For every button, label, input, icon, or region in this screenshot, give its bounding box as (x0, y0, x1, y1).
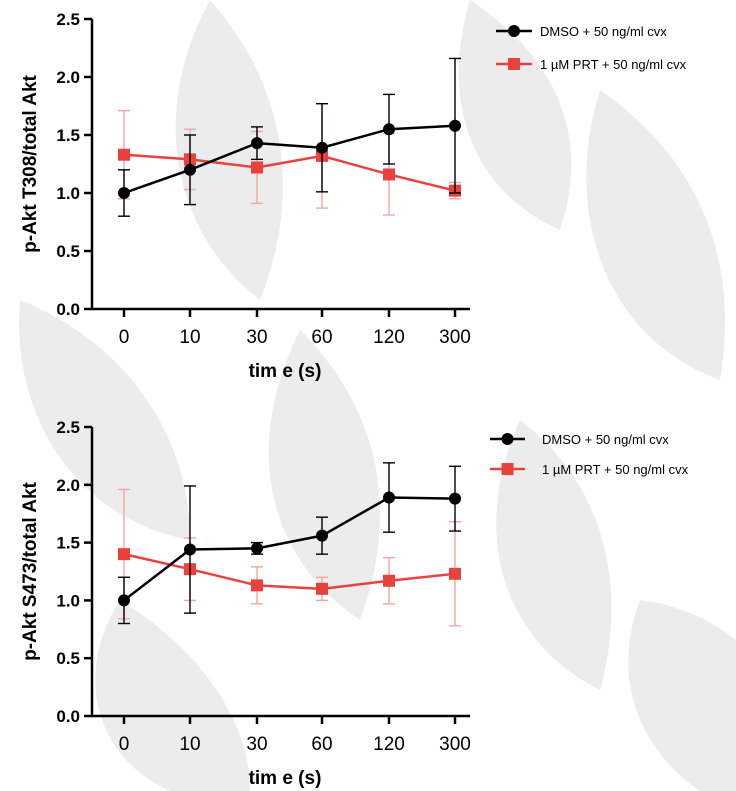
watermark-leaf (496, 420, 612, 690)
data-point-circle (184, 163, 196, 176)
data-point-square (118, 148, 130, 161)
series-dmso (118, 462, 461, 625)
data-point-square (316, 582, 328, 595)
legend-label: DMSO + 50 ng/ml cvx (540, 24, 667, 39)
x-tick-label: 120 (373, 327, 405, 348)
legend: DMSO + 50 ng/ml cvx 1 µM PRT + 50 ng/ml c… (496, 24, 687, 72)
y-axis-title: p-Akt S473/total Akt (20, 481, 41, 660)
y-tick-label: 2.5 (56, 418, 80, 437)
watermark-leaf (95, 600, 251, 791)
legend-label: 1 µM PRT + 50 ng/ml cvx (540, 57, 687, 72)
y-tick-label: 1.0 (56, 591, 80, 610)
x-tick-label: 0 (119, 734, 130, 755)
data-point-square (449, 567, 461, 580)
y-axis-title: p-Akt T308/total Akt (20, 74, 41, 252)
x-tick-label: 10 (179, 734, 200, 755)
data-point-circle (184, 543, 196, 556)
x-axis-title: tim e (s) (249, 768, 322, 789)
series-prt (118, 102, 461, 216)
series-dmso (118, 57, 461, 217)
watermark-leaf (175, 0, 283, 300)
watermark-leaf (458, 0, 572, 230)
data-point-square (383, 574, 395, 587)
x-tick-label: 10 (179, 327, 200, 348)
x-tick-label: 300 (439, 327, 471, 348)
data-point-square (383, 168, 395, 181)
legend-label: 1 µM PRT + 50 ng/ml cvx (542, 462, 689, 477)
y-tick-label: 1.5 (56, 126, 80, 145)
legend-marker-square (501, 463, 514, 475)
legend: DMSO + 50 ng/ml cvx 1 µM PRT + 50 ng/ml c… (490, 432, 689, 477)
x-axis-title: tim e (s) (249, 361, 322, 382)
legend-marker-circle (501, 433, 514, 445)
data-point-circle (449, 119, 461, 132)
legend-marker-circle (508, 25, 520, 37)
legend-marker-square (508, 58, 520, 70)
watermark-leaves (19, 0, 736, 791)
y-tick-label: 1.5 (56, 534, 80, 553)
x-tick-label: 60 (311, 327, 332, 348)
data-point-square (118, 548, 130, 561)
y-tick-label: 0.0 (56, 300, 80, 319)
y-tick-label: 0.0 (56, 707, 80, 726)
y-tick-label: 2.0 (56, 476, 80, 495)
y-tick-label: 1.0 (56, 184, 80, 203)
series-line (123, 124, 456, 195)
x-tick-label: 0 (119, 327, 130, 348)
data-point-circle (118, 594, 130, 607)
data-point-circle (449, 492, 461, 505)
data-point-square (251, 161, 263, 174)
y-tick-label: 2.0 (56, 68, 80, 87)
series-line (123, 496, 456, 602)
data-point-square (251, 579, 263, 592)
y-tick-label: 0.5 (56, 242, 80, 261)
x-tick-label: 30 (246, 327, 267, 348)
y-tick-label: 2.5 (56, 10, 80, 29)
watermark-leaf (586, 90, 725, 380)
legend-label: DMSO + 50 ng/ml cvx (542, 432, 669, 447)
series-line (123, 153, 456, 192)
data-point-circle (316, 529, 328, 542)
chart-panel-s473: 0.0 0.5 1.0 1.5 2.0 2.5 0 10 30 60 120 300 tim e (s)… (20, 418, 689, 789)
data-point-circle (383, 491, 395, 504)
watermark-leaf (19, 300, 191, 540)
x-tick-label: 120 (373, 734, 405, 755)
data-point-circle (251, 542, 263, 555)
data-point-circle (251, 137, 263, 150)
watermark-leaf (268, 330, 380, 620)
x-tick-label: 30 (246, 734, 267, 755)
x-tick-label: 300 (439, 734, 471, 755)
x-tick-label: 60 (311, 734, 332, 755)
watermark-leaf (628, 600, 736, 791)
y-tick-label: 0.5 (56, 649, 80, 668)
data-point-circle (118, 187, 130, 199)
data-point-circle (316, 141, 328, 154)
series-line (123, 552, 456, 591)
data-point-circle (383, 123, 395, 136)
chart-panel-t308: 0.0 0.5 1.0 1.5 2.0 2.5 0 10 30 60 120 300 tim e (s)… (20, 10, 687, 382)
